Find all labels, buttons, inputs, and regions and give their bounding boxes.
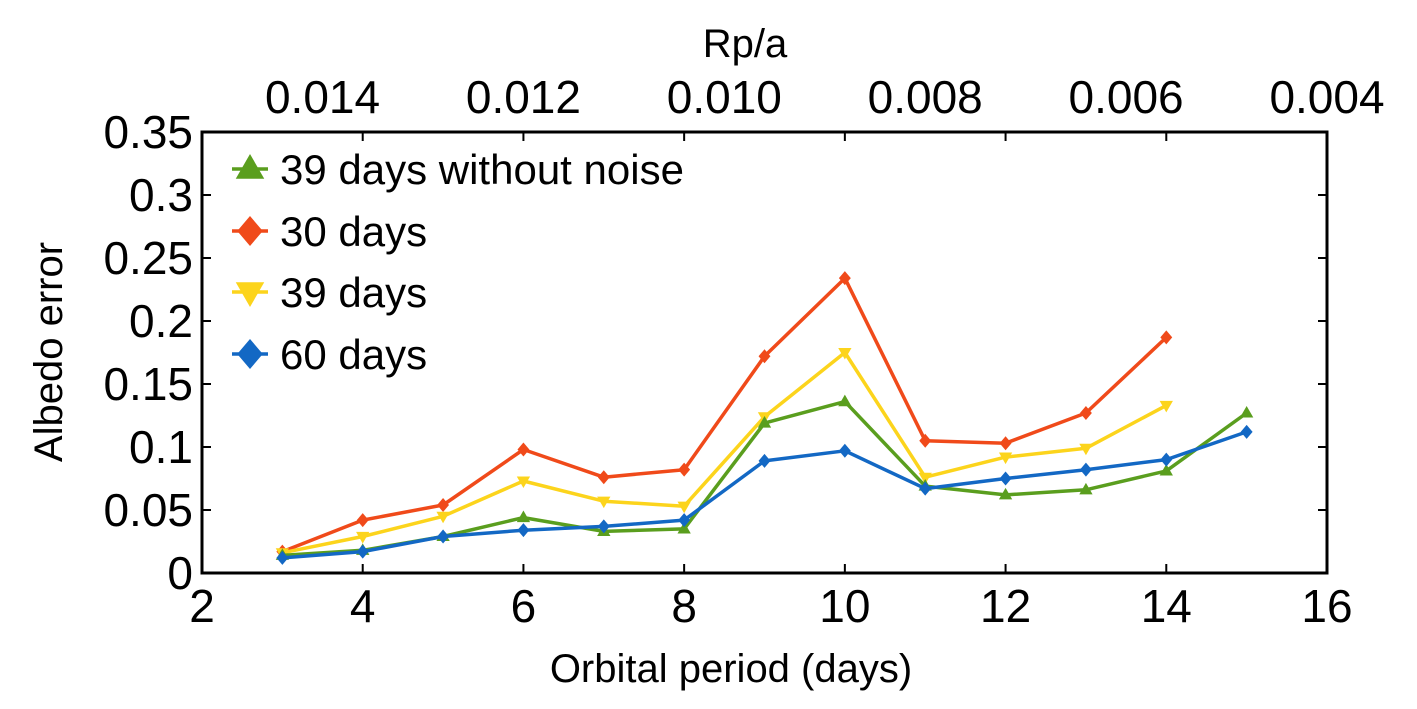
data-point xyxy=(838,443,851,458)
data-point xyxy=(998,487,1013,500)
data-point xyxy=(838,271,851,286)
top-tick-label: 0.006 xyxy=(1069,71,1184,123)
data-point xyxy=(678,513,691,528)
legend-item: 30 days xyxy=(232,208,427,255)
data-point xyxy=(919,433,932,448)
plot-frame xyxy=(200,130,1329,575)
legend-item: 39 days without noise xyxy=(232,146,684,193)
data-point xyxy=(1079,462,1092,477)
x-tick-label: 2 xyxy=(189,580,215,632)
y-tick-label: 0.25 xyxy=(103,232,193,284)
legend-label: 39 days xyxy=(280,269,427,316)
data-point xyxy=(597,496,611,509)
data-point xyxy=(1160,330,1173,345)
top-axis-title: Rp/a xyxy=(703,22,788,66)
series-60-days xyxy=(276,424,1253,565)
x-tick-label: 12 xyxy=(980,580,1031,632)
data-point xyxy=(838,394,852,407)
data-point xyxy=(678,462,691,477)
x-axis-title: Orbital period (days) xyxy=(550,647,912,691)
data-point xyxy=(517,442,530,457)
data-point xyxy=(757,416,772,428)
data-point xyxy=(999,471,1012,486)
data-point xyxy=(436,511,450,524)
data-point xyxy=(597,519,610,534)
series-line xyxy=(282,430,1248,560)
x-tick-label: 6 xyxy=(511,580,537,632)
data-point xyxy=(276,550,289,565)
data-point xyxy=(1159,400,1173,413)
series-30-days xyxy=(276,271,1173,559)
data-point xyxy=(1079,443,1093,456)
data-point xyxy=(1160,452,1173,467)
legend-item: 39 days xyxy=(232,269,427,316)
data-point xyxy=(1079,482,1093,495)
series-39-days-without-noise xyxy=(275,394,1254,560)
top-tick-label: 0.012 xyxy=(466,71,581,123)
y-tick-label: 0.2 xyxy=(129,295,193,347)
tick-labels: 2 4 6 8 10 12 14 16 0 0.05 0.1 0.15 0.2 0.25 0.3 0.35 0.… xyxy=(103,71,1384,632)
data-point xyxy=(235,282,265,307)
data-point xyxy=(356,544,369,559)
data-point xyxy=(1159,463,1173,476)
x-tick-label: 4 xyxy=(350,580,376,632)
data-point xyxy=(999,436,1012,451)
data-point xyxy=(677,521,691,534)
x-tick-label: 8 xyxy=(671,580,697,632)
legend-label: 60 days xyxy=(280,331,427,378)
y-tick-label: 0.35 xyxy=(103,106,193,158)
data-point xyxy=(998,452,1013,465)
y-tick-label: 0.1 xyxy=(129,421,193,473)
data-point xyxy=(237,216,263,246)
data-point xyxy=(437,529,450,544)
x-tick-label: 14 xyxy=(1141,580,1192,632)
series-layer xyxy=(275,271,1254,565)
legend-label: 39 days without noise xyxy=(280,146,684,193)
data-point xyxy=(437,497,450,512)
series-line xyxy=(282,350,1168,555)
data-point xyxy=(516,476,531,489)
data-point xyxy=(1079,405,1092,420)
data-point xyxy=(1240,424,1253,439)
data-point xyxy=(677,501,691,514)
top-tick-label: 0.008 xyxy=(868,71,983,123)
y-axis-title: Albedo error xyxy=(27,242,71,462)
data-point xyxy=(838,347,852,360)
y-tick-label: 0.05 xyxy=(103,484,193,536)
x-tick-label: 16 xyxy=(1301,580,1352,632)
y-tick-label: 0 xyxy=(167,547,193,599)
data-point xyxy=(237,339,263,369)
x-tick-label: 10 xyxy=(819,580,870,632)
legend: 39 days without noise 30 days 39 days 60 da… xyxy=(232,146,684,378)
y-tick-label: 0.15 xyxy=(103,358,193,410)
data-point xyxy=(235,154,265,179)
data-point xyxy=(356,513,369,528)
data-point xyxy=(1239,405,1254,418)
series-39-days xyxy=(275,347,1173,560)
data-point xyxy=(517,523,530,538)
data-point xyxy=(918,472,932,485)
tick-marks xyxy=(201,131,1328,574)
data-point xyxy=(758,349,771,364)
data-point xyxy=(597,470,610,485)
top-tick-label: 0.010 xyxy=(667,71,782,123)
top-tick-label: 0.004 xyxy=(1269,71,1384,123)
top-tick-label: 0.014 xyxy=(265,71,380,123)
data-point xyxy=(356,531,370,544)
data-point xyxy=(758,453,771,468)
y-tick-label: 0.3 xyxy=(129,169,193,221)
legend-label: 30 days xyxy=(280,208,427,255)
series-line xyxy=(281,276,1168,554)
data-point xyxy=(919,481,932,496)
legend-item: 60 days xyxy=(232,331,427,378)
data-point xyxy=(516,510,531,523)
